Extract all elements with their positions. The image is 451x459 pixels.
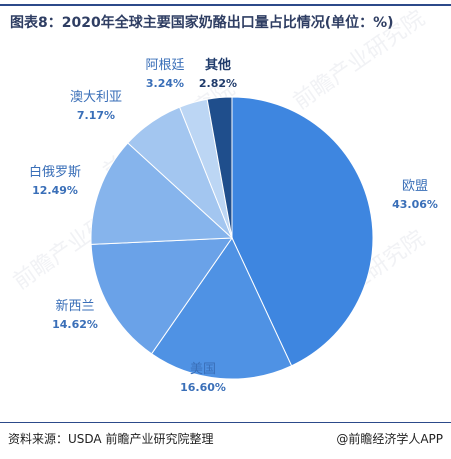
slice-value-label: 14.62% [52, 318, 98, 331]
pie-slice [90, 142, 234, 245]
brand-credit: @前瞻经济学人APP [336, 430, 443, 447]
slice-value-label: 43.06% [392, 198, 438, 211]
slice-value-label: 3.24% [146, 77, 184, 90]
slice-category-label: 阿根廷 [145, 58, 184, 73]
slice-value-label: 7.17% [77, 109, 115, 122]
footer-rule [0, 422, 451, 423]
pie-slices [90, 96, 374, 380]
pie-slice [150, 236, 293, 380]
pie-labels: 欧盟 43.06% 美国 16.60% 新西兰 14.62% 白俄罗斯 12.49% 澳大利亚 7… [29, 57, 438, 394]
watermark-text: 前瞻产业研究院 [289, 6, 430, 115]
brand-credit-text: @前瞻经济学人APP [336, 432, 443, 446]
slice-category-label: 其他 [205, 57, 231, 73]
pie-slice [231, 96, 374, 367]
slice-value-label: 12.49% [32, 184, 78, 197]
chart-title: 图表8：2020年全球主要国家奶酪出口量占比情况(单位：%) [10, 15, 394, 31]
slice-value-label: 16.60% [180, 381, 226, 394]
title-top-rule [0, 4, 451, 6]
slice-value-label: 2.82% [199, 77, 237, 90]
slice-category-label: 美国 [190, 362, 216, 377]
pie-slice [90, 237, 233, 355]
slice-category-label: 欧盟 [402, 179, 428, 194]
slice-category-label: 澳大利亚 [70, 89, 122, 105]
pie-slice [206, 96, 233, 239]
slice-category-label: 白俄罗斯 [29, 164, 81, 180]
slice-category-label: 新西兰 [55, 298, 94, 314]
source-note: 资料来源：USDA 前瞻产业研究院整理 [8, 432, 214, 446]
